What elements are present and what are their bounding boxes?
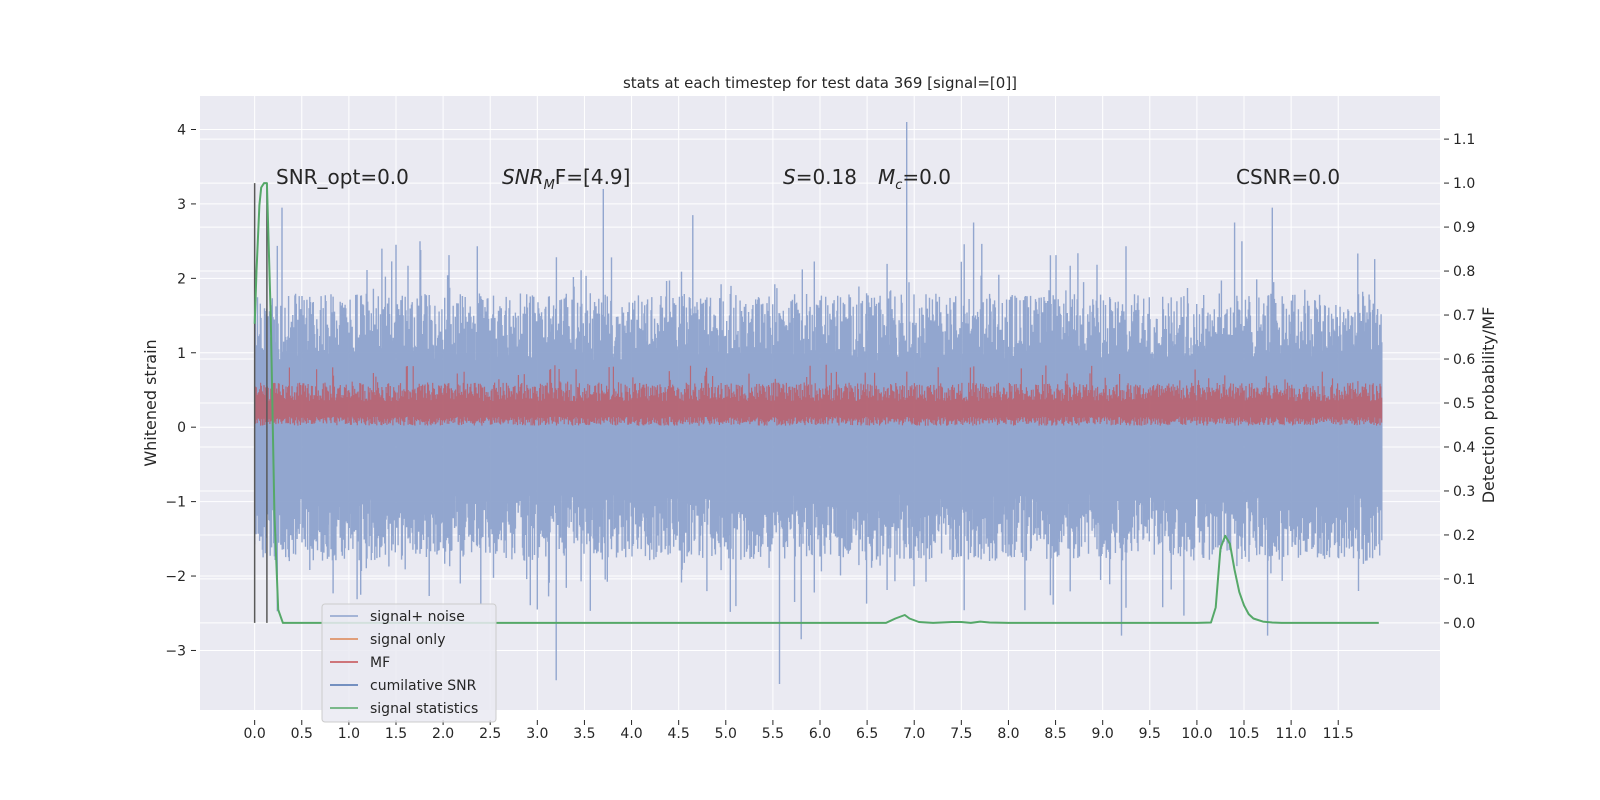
annotation-mc-main: M <box>878 165 895 189</box>
y2-tick-label: 0.4 <box>1453 440 1475 456</box>
x-tick-label: 0.5 <box>291 726 313 742</box>
y-tick-label: 0 <box>177 420 186 436</box>
x-tick-label: 8.0 <box>997 726 1019 742</box>
x-tick-label: 1.0 <box>338 726 360 742</box>
x-tick-label: 10.0 <box>1181 726 1212 742</box>
annotation-s: S=0.18 <box>783 165 857 189</box>
x-tick-label: 2.0 <box>432 726 454 742</box>
legend-label-signal-only: signal only <box>370 632 445 648</box>
y-tick-label: −3 <box>165 643 186 659</box>
annotation-snr-opt: SNR_opt=0.0 <box>276 165 409 189</box>
x-tick-label: 0.0 <box>244 726 266 742</box>
x-ticks: 0.0 0.5 1.0 1.5 2.0 2.5 3.0 3.5 4.0 4.5 5.0 5.5 6.0 6… <box>244 720 1354 742</box>
y2-tick-label: 0.9 <box>1453 220 1475 236</box>
y-tick-label: 2 <box>177 271 186 287</box>
y-tick-label: −1 <box>165 495 186 511</box>
series-signal-statistics <box>253 182 1379 624</box>
x-tick-label: 7.0 <box>903 726 925 742</box>
x-tick-label: 5.0 <box>715 726 737 742</box>
annotation-snr-mf-sub: M <box>544 178 555 193</box>
y-tick-label: 1 <box>177 346 186 362</box>
x-tick-label: 5.5 <box>762 726 784 742</box>
x-tick-label: 2.5 <box>479 726 501 742</box>
annotation-snr-mf: SNRMF=[4.9] <box>502 165 630 193</box>
y2-tick-label: 0.0 <box>1453 616 1475 632</box>
annotation-s-rest: =0.18 <box>796 165 857 189</box>
signal-statistics-line <box>253 182 1379 624</box>
y2-tick-label: 0.2 <box>1453 528 1475 544</box>
annotation-s-main: S <box>783 165 796 189</box>
x-tick-label: 4.0 <box>620 726 642 742</box>
y2-tick-label: 0.7 <box>1453 308 1475 324</box>
y2-tick-label: 1.1 <box>1453 132 1475 148</box>
y-ticks-right: 1.1 1.0 0.9 0.8 0.7 0.6 0.5 0.4 0.3 0.2 0.1 0.0 <box>1444 132 1475 632</box>
chart-title: stats at each timestep for test data 369… <box>623 74 1017 92</box>
x-tick-label: 6.5 <box>856 726 878 742</box>
y-axis-label: Whitened strain <box>141 339 160 466</box>
x-tick-label: 3.0 <box>526 726 548 742</box>
x-tick-label: 10.5 <box>1228 726 1259 742</box>
y2-tick-label: 1.0 <box>1453 176 1475 192</box>
y2-tick-label: 0.1 <box>1453 572 1475 588</box>
x-tick-label: 11.0 <box>1276 726 1307 742</box>
x-tick-label: 9.0 <box>1092 726 1114 742</box>
y-tick-label: 3 <box>177 197 186 213</box>
legend-label-signal-noise: signal+ noise <box>370 609 465 625</box>
annotation-mc: Mc=0.0 <box>878 165 951 193</box>
vertical-lines <box>253 183 268 623</box>
annotation-csnr: CSNR=0.0 <box>1236 165 1340 189</box>
y2-tick-label: 0.8 <box>1453 264 1475 280</box>
x-tick-label: 8.5 <box>1044 726 1066 742</box>
annotation-mc-sub: c <box>895 178 902 193</box>
legend-label-mf: MF <box>370 655 390 671</box>
annotation-snr-mf-rest: F=[4.9] <box>555 165 631 189</box>
legend: signal+ noise signal only MF cumilative … <box>321 603 497 723</box>
y2-axis-label: Detection probability/MF <box>1479 307 1498 504</box>
y-tick-label: −2 <box>165 569 186 585</box>
x-tick-label: 4.5 <box>668 726 690 742</box>
legend-label-signal-statistics: signal statistics <box>370 701 478 717</box>
legend-frame <box>321 603 497 723</box>
x-tick-label: 7.5 <box>950 726 972 742</box>
x-tick-label: 11.5 <box>1323 726 1354 742</box>
y2-tick-label: 0.3 <box>1453 484 1475 500</box>
y-tick-label: 4 <box>177 122 186 138</box>
annotation-mc-rest: =0.0 <box>902 165 951 189</box>
y-ticks-left: 4 3 2 1 0 −1 −2 −3 <box>165 122 196 659</box>
y2-tick-label: 0.5 <box>1453 396 1475 412</box>
x-tick-label: 3.5 <box>573 726 595 742</box>
legend-label-cumilative-snr: cumilative SNR <box>370 678 477 694</box>
x-tick-label: 6.0 <box>809 726 831 742</box>
x-tick-label: 9.5 <box>1139 726 1161 742</box>
x-tick-label: 1.5 <box>385 726 407 742</box>
annotation-snr-mf-main: SNR <box>502 165 544 189</box>
y2-tick-label: 0.6 <box>1453 352 1475 368</box>
